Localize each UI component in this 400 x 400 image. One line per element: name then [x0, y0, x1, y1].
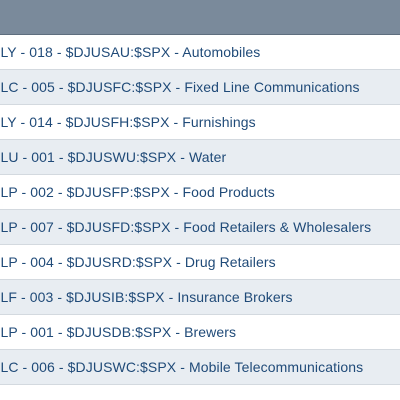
list-header-bar — [0, 0, 400, 35]
list-item[interactable]: XLY - 014 - $DJUSFH:$SPX - Furnishings — [0, 105, 400, 140]
list-item[interactable]: XLP - 002 - $DJUSFP:$SPX - Food Products — [0, 175, 400, 210]
chart-list: XLY - 018 - $DJUSAU:$SPX - Automobiles X… — [0, 35, 400, 385]
list-item-label[interactable]: XLY - 014 - $DJUSFH:$SPX - Furnishings — [0, 114, 256, 130]
list-item-label[interactable]: XLP - 007 - $DJUSFD:$SPX - Food Retailer… — [0, 219, 372, 235]
list-item[interactable]: XLF - 003 - $DJUSIB:$SPX - Insurance Bro… — [0, 280, 400, 315]
list-item[interactable]: XLP - 004 - $DJUSRD:$SPX - Drug Retailer… — [0, 245, 400, 280]
list-item[interactable]: XLY - 018 - $DJUSAU:$SPX - Automobiles — [0, 35, 400, 70]
list-item-label[interactable]: XLU - 001 - $DJUSWU:$SPX - Water — [0, 149, 227, 165]
list-item-label[interactable]: XLC - 005 - $DJUSFC:$SPX - Fixed Line Co… — [0, 79, 360, 95]
list-item[interactable]: XLP - 001 - $DJUSDB:$SPX - Brewers — [0, 315, 400, 350]
list-item[interactable]: XLP - 007 - $DJUSFD:$SPX - Food Retailer… — [0, 210, 400, 245]
list-item[interactable]: XLU - 001 - $DJUSWU:$SPX - Water — [0, 140, 400, 175]
list-item[interactable]: XLC - 006 - $DJUSWC:$SPX - Mobile Teleco… — [0, 350, 400, 385]
list-item-label[interactable]: XLF - 003 - $DJUSIB:$SPX - Insurance Bro… — [0, 289, 293, 305]
list-item-label[interactable]: XLP - 001 - $DJUSDB:$SPX - Brewers — [0, 324, 237, 340]
list-item[interactable]: XLC - 005 - $DJUSFC:$SPX - Fixed Line Co… — [0, 70, 400, 105]
list-item-label[interactable]: XLC - 006 - $DJUSWC:$SPX - Mobile Teleco… — [0, 359, 364, 375]
list-item-label[interactable]: XLP - 002 - $DJUSFP:$SPX - Food Products — [0, 184, 275, 200]
list-item-label[interactable]: XLP - 004 - $DJUSRD:$SPX - Drug Retailer… — [0, 254, 276, 270]
list-item-label[interactable]: XLY - 018 - $DJUSAU:$SPX - Automobiles — [0, 44, 261, 60]
